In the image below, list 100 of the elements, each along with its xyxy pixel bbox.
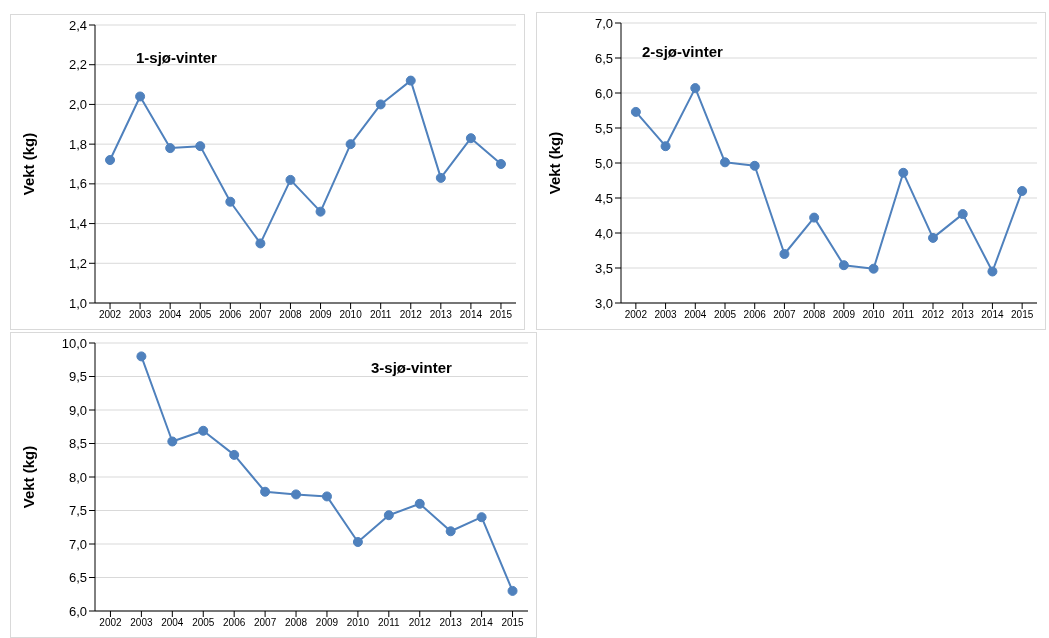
text: 2-sjø-vinter (642, 43, 723, 60)
x-tick-label: 2010 (339, 309, 363, 321)
y-tick-label: 8,5 (68, 436, 87, 452)
x-tick-label: 2005 (192, 617, 215, 629)
text: 3-sjø-vinter (371, 359, 452, 376)
point (345, 139, 356, 150)
x-tick-label: 2003 (654, 309, 678, 321)
x-tick-label: 2009 (309, 309, 333, 321)
x-tick-label: 2008 (284, 617, 308, 629)
x-tick-label: 2009 (315, 617, 339, 629)
x-tick-label: 2006 (219, 309, 242, 321)
x-tick-label: 2010 (346, 617, 370, 629)
point (1017, 186, 1028, 196)
point (957, 209, 968, 220)
x-tick-label: 2005 (713, 309, 737, 321)
point (383, 510, 394, 521)
y-tick-label: 7,5 (68, 503, 87, 519)
x-tick-label: 2012 (408, 617, 432, 629)
y-tick-label: 8,0 (68, 469, 87, 485)
y-axis-title: Vekt (kg) (20, 132, 38, 196)
x-tick-label: 2014 (459, 309, 483, 321)
x-tick-label: 2012 (921, 309, 945, 321)
x-tick-label: 2015 (489, 309, 513, 321)
y-tick-label: 5,5 (594, 120, 613, 136)
x-tick-label: 2014 (470, 617, 494, 629)
x-tick-label: 2003 (130, 617, 153, 629)
x-tick-label: 2004 (159, 309, 182, 321)
point (660, 141, 671, 152)
point (225, 196, 236, 207)
y-tick-label: 1,4 (68, 216, 87, 232)
x-tick-label: 2002 (98, 309, 122, 321)
y-tick-label: 2,2 (68, 57, 87, 73)
x-tick-label: 2006 (743, 309, 767, 321)
point (135, 91, 146, 102)
y-tick-label: 1,2 (68, 255, 87, 271)
x-tick-label: 2015 (501, 617, 525, 629)
x-tick-label: 2004 (161, 617, 184, 629)
y-tick-label: 7,0 (594, 15, 613, 31)
x-tick-label: 2007 (773, 309, 796, 321)
point (315, 206, 326, 217)
point (495, 159, 506, 169)
y-tick-label: 6,5 (594, 50, 613, 66)
x-tick-label: 2011 (892, 309, 915, 321)
x-tick-label: 2007 (253, 617, 277, 629)
point (414, 498, 425, 509)
x-tick-label: 2011 (378, 617, 401, 629)
y-tick-label: 2,4 (68, 17, 87, 33)
point (291, 489, 302, 500)
point (809, 212, 820, 223)
y-tick-label: 1,6 (68, 176, 87, 192)
y-tick-label: 9,5 (68, 369, 87, 385)
y-tick-label: 4,5 (594, 190, 613, 206)
x-tick-label: 2013 (429, 309, 453, 321)
x-tick-label: 2003 (128, 309, 152, 321)
x-tick-label: 2002 (624, 309, 648, 321)
x-tick-label: 2012 (399, 309, 423, 321)
x-tick-label: 2010 (862, 309, 886, 321)
y-tick-label: 6,0 (68, 603, 87, 619)
point (476, 512, 487, 523)
y-axis-title: Vekt (kg) (546, 131, 564, 195)
x-tick-label: 2005 (189, 309, 212, 321)
x-tick-label: 2008 (279, 309, 303, 321)
x-tick-label: 2007 (249, 309, 272, 321)
x-tick-label: 2015 (1011, 309, 1034, 321)
y-tick-label: 1,8 (68, 136, 87, 152)
point (285, 174, 296, 185)
x-tick-label: 2002 (99, 617, 123, 629)
point (260, 486, 271, 497)
point (445, 526, 456, 537)
point (987, 266, 998, 277)
y-tick-label: 4,0 (594, 225, 613, 241)
y-tick-label: 9,0 (68, 402, 87, 418)
point (321, 491, 332, 502)
x-tick-label: 2011 (369, 309, 392, 321)
point (928, 232, 938, 243)
x-tick-label: 2006 (223, 617, 246, 629)
point (838, 260, 849, 271)
point (255, 238, 266, 249)
y-tick-label: 3,5 (594, 260, 613, 276)
y-tick-label: 6,0 (594, 85, 613, 101)
x-tick-label: 2013 (439, 617, 463, 629)
x-tick-label: 2008 (803, 309, 826, 321)
x-tick-label: 2009 (832, 309, 856, 321)
point (136, 351, 147, 362)
point (749, 160, 760, 171)
y-tick-label: 10,0 (61, 335, 87, 351)
y-tick-label: 5,0 (594, 155, 613, 171)
y-tick-label: 2,0 (68, 97, 87, 113)
point (105, 155, 116, 166)
point (690, 83, 701, 94)
point (779, 249, 790, 259)
x-tick-label: 2014 (981, 309, 1004, 321)
point (465, 133, 476, 144)
point (375, 99, 386, 110)
x-tick-label: 2013 (951, 309, 975, 321)
y-axis-title: Vekt (kg) (20, 445, 38, 509)
y-tick-label: 3,0 (594, 295, 613, 311)
y-tick-label: 6,5 (68, 570, 87, 586)
point (435, 172, 446, 183)
point (229, 449, 240, 460)
